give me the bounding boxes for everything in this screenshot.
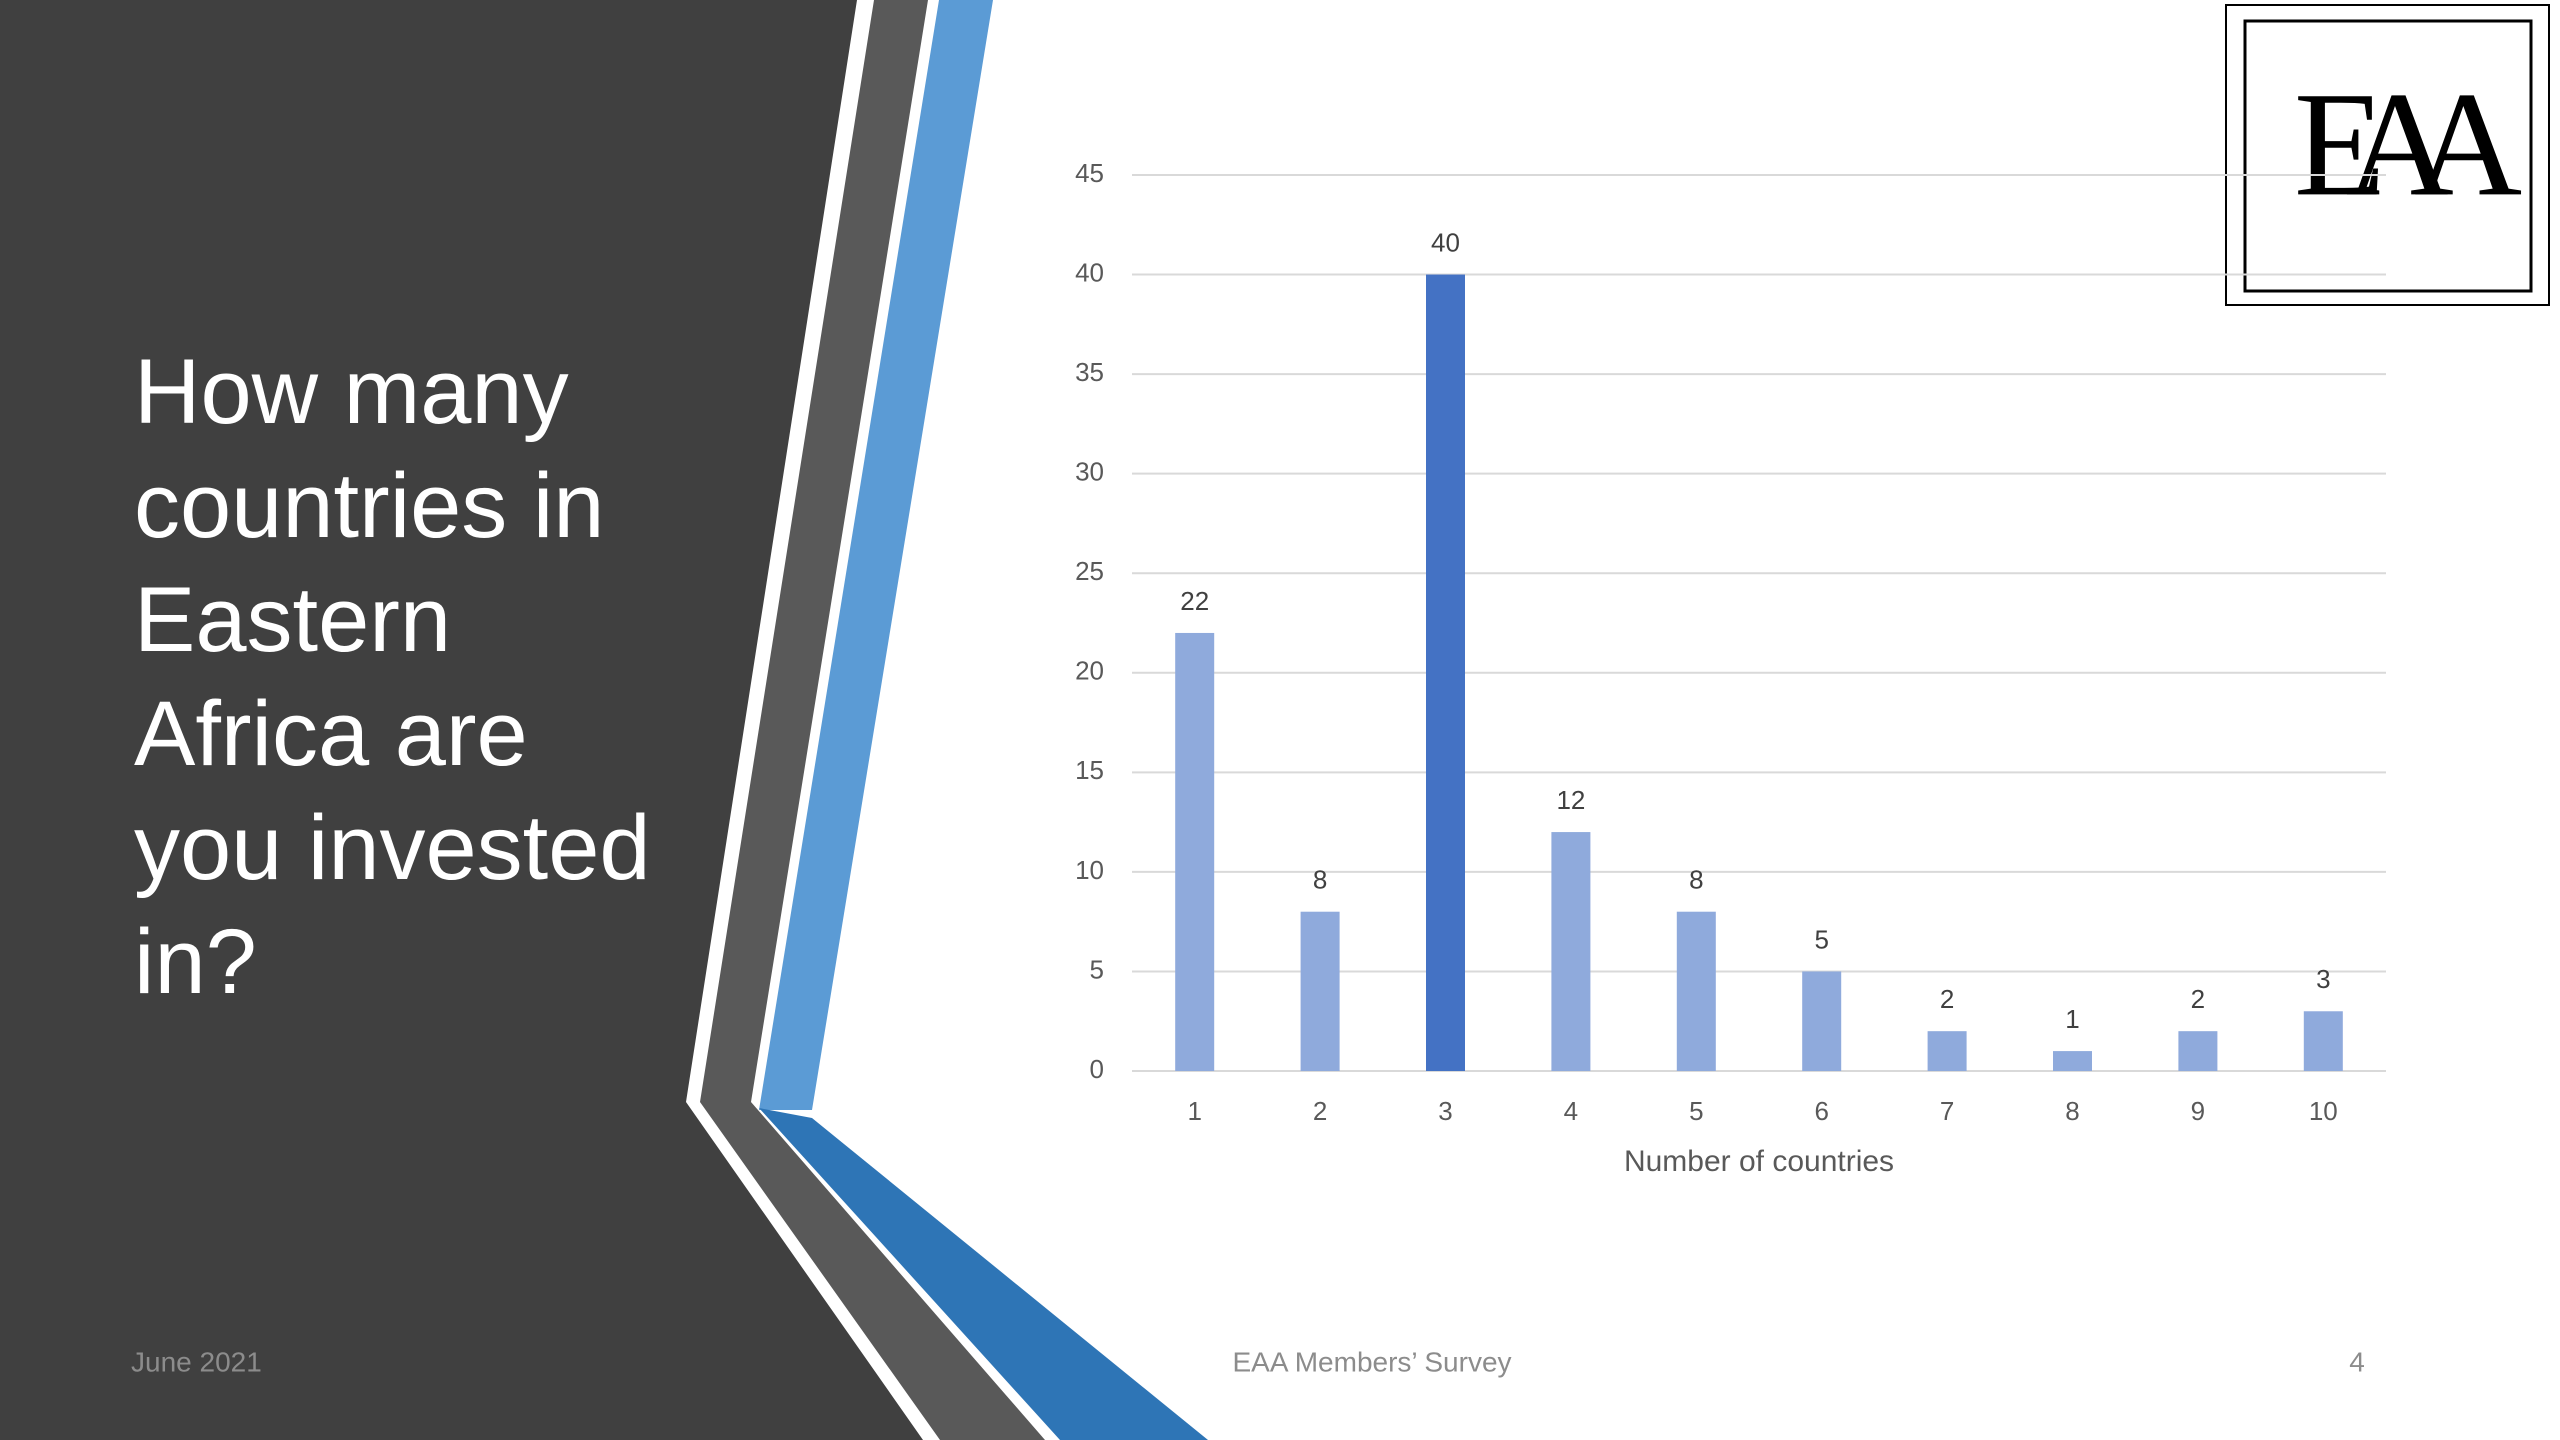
data-label: 2 [1940,984,1954,1014]
x-tick-label: 10 [2309,1096,2338,1126]
x-tick-label: 6 [1814,1096,1828,1126]
x-axis-title: Number of countries [1624,1145,1894,1178]
data-label: 5 [1814,924,1828,954]
dark-panel [0,0,923,1440]
logo-frame-inner [2243,19,2533,293]
bar [1676,911,1716,1071]
footer: EAA Members’ Survey [1232,1346,1511,1377]
bar [1551,832,1591,1071]
bar [2178,1031,2218,1071]
y-tick-label: 30 [1075,457,1104,487]
blue-band [759,1108,1208,1440]
x-tick-label: 1 [1187,1096,1201,1126]
data-label: 12 [1556,785,1585,815]
page-number: 4 [2349,1346,2365,1377]
data-label: 3 [2316,964,2330,994]
bar [1300,911,1340,1071]
data-label: 8 [1313,865,1327,895]
logo-text: EAA [2294,61,2522,227]
x-tick-label: 9 [2191,1096,2205,1126]
data-label: 1 [2065,1004,2079,1034]
data-label: 2 [2191,984,2205,1014]
y-tick-label: 15 [1075,755,1104,785]
y-tick-label: 45 [1075,158,1104,188]
bar [2303,1011,2343,1071]
data-label: 8 [1689,865,1703,895]
x-tick-label: 7 [1940,1096,1954,1126]
bar [1802,971,1842,1071]
date: June 2021 [131,1346,262,1377]
bar [1426,274,1465,1071]
x-tick-label: 5 [1689,1096,1703,1126]
logo-frame-outer [2225,4,2550,306]
y-tick-label: 40 [1075,257,1104,287]
y-tick-label: 5 [1090,954,1104,984]
y-tick-label: 25 [1075,556,1104,586]
y-tick-label: 10 [1075,855,1104,885]
y-tick-label: 35 [1075,357,1104,387]
data-label: 22 [1180,586,1209,616]
bar [1175,632,1215,1071]
bar [2053,1051,2092,1071]
x-tick-label: 2 [1313,1096,1327,1126]
slide-title: How many countries in Eastern Africa are… [134,341,651,1013]
y-tick-label: 20 [1075,656,1104,686]
x-tick-label: 4 [1564,1096,1578,1126]
x-tick-label: 3 [1438,1096,1452,1126]
bar [1927,1031,1967,1071]
x-tick-label: 8 [2065,1096,2079,1126]
blue-stripe [759,0,993,1110]
data-label: 40 [1431,227,1460,257]
y-tick-label: 0 [1090,1054,1104,1084]
gray-stripe [700,0,1045,1440]
